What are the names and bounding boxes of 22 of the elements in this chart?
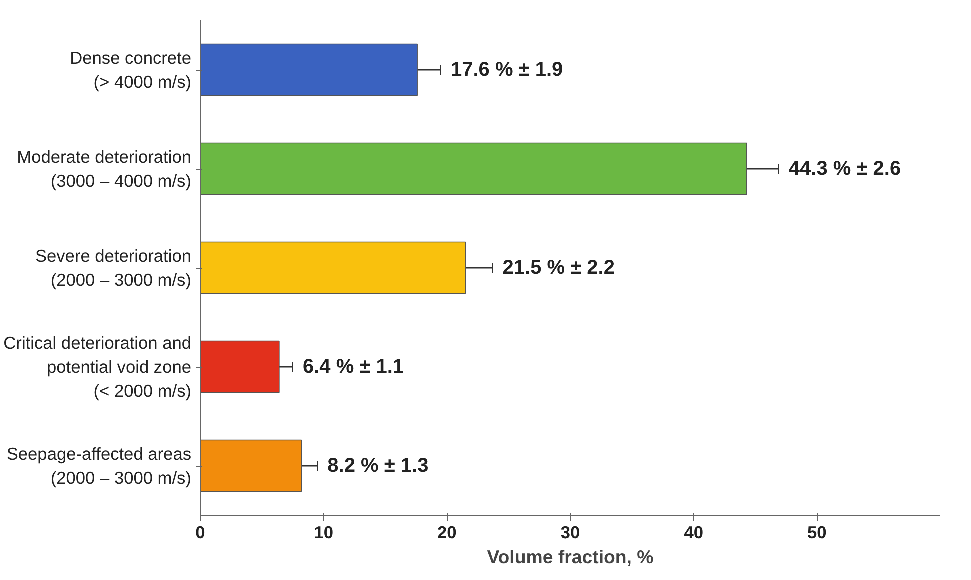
y-tick-label: Dense concrete (> 4000 m/s) bbox=[70, 48, 192, 92]
x-tick-label: 0 bbox=[196, 522, 206, 542]
bar bbox=[200, 242, 466, 294]
y-tick-label: Seepage-affected areas (2000 – 3000 m/s) bbox=[6, 444, 192, 488]
bar bbox=[200, 440, 302, 492]
x-tick-label: 50 bbox=[808, 522, 827, 542]
data-label: 17.6 % ± 1.9 bbox=[451, 59, 564, 81]
x-tick-label: 10 bbox=[314, 522, 334, 542]
y-tick-label: Severe deterioration (2000 – 3000 m/s) bbox=[35, 246, 192, 290]
data-label: 21.5 % ± 2.2 bbox=[502, 257, 615, 279]
x-tick-label: 40 bbox=[684, 522, 704, 542]
x-tick-label: 20 bbox=[438, 522, 457, 542]
bar bbox=[200, 340, 280, 394]
data-label: 8.2 % ± 1.3 bbox=[328, 455, 429, 477]
data-label: 44.3 % ± 2.6 bbox=[788, 158, 902, 180]
y-tick-label: Critical deterioration and potential void zone (< 2000 m/s) bbox=[4, 333, 192, 401]
y-tick-label: Moderate deterioration (3000 – 4000 m/s) bbox=[17, 147, 192, 191]
data-label: 6.4 % ± 1.1 bbox=[303, 356, 404, 378]
x-axis-title: Volume fraction, % bbox=[487, 546, 654, 568]
bar bbox=[200, 44, 418, 96]
x-tick-label: 30 bbox=[560, 522, 580, 542]
bar bbox=[200, 142, 748, 196]
